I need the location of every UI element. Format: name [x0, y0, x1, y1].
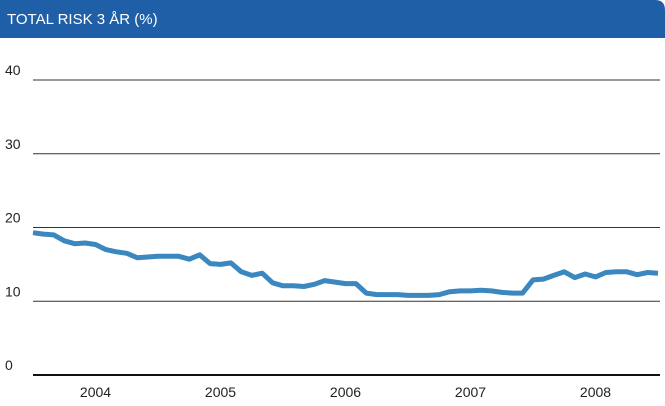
x-tick-label: 2008: [580, 384, 611, 400]
y-tick-label: 30: [5, 136, 21, 152]
chart-title: TOTAL RISK 3 ÅR (%): [7, 11, 158, 28]
y-tick-label: 20: [5, 210, 21, 226]
title-bar: [0, 0, 665, 38]
y-tick-label: 0: [5, 357, 13, 373]
y-tick-label: 40: [5, 62, 21, 78]
x-tick-label: 2006: [330, 384, 361, 400]
line-series: [32, 230, 659, 298]
x-tick-label: 2004: [80, 384, 111, 400]
y-tick-label: 10: [5, 283, 21, 299]
x-tick-label: 2007: [455, 384, 486, 400]
x-tick-label: 2005: [205, 384, 236, 400]
